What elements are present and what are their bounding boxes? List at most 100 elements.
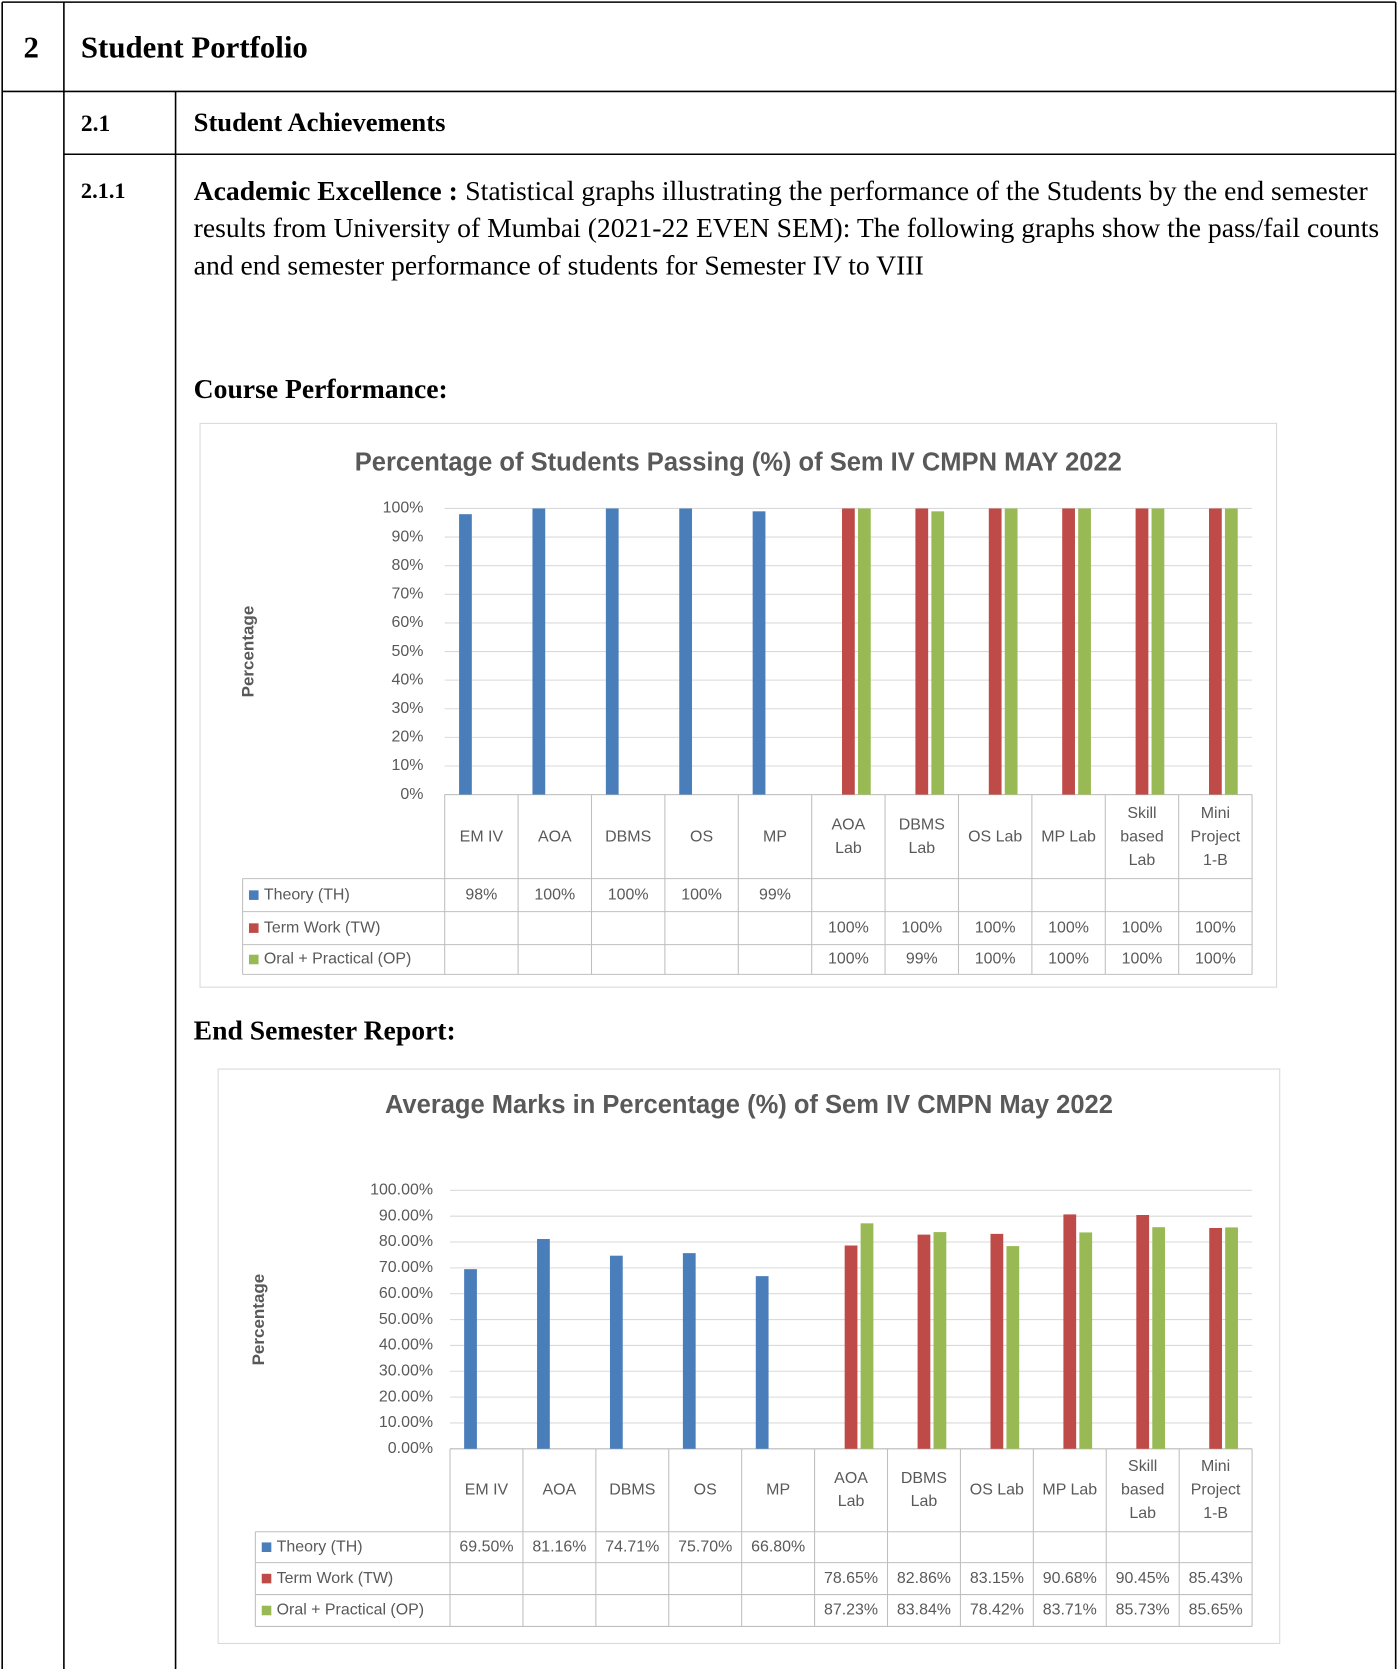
data-label: 78.65%: [824, 1570, 878, 1587]
data-label: 100%: [681, 886, 722, 903]
bar: [1006, 1246, 1020, 1449]
data-label: 98%: [465, 886, 497, 903]
bar: [915, 508, 929, 795]
chart-title: Average Marks in Percentage (%) of Sem I…: [385, 1091, 1113, 1119]
legend-label: Theory (TH): [277, 1538, 363, 1555]
heading: Course Performance:: [194, 373, 448, 404]
bar: [860, 1223, 874, 1449]
bar: [1136, 1215, 1150, 1449]
bar: [1079, 1232, 1093, 1449]
legend-label: Oral + Practical (OP): [277, 1602, 424, 1619]
category-label-box: MP: [766, 1480, 791, 1499]
bar: [537, 1239, 550, 1449]
y-tick-label: 40.00%: [379, 1337, 433, 1354]
category-label: MP Lab: [1042, 1480, 1098, 1499]
bar: [464, 1269, 477, 1449]
legend-swatch: [261, 1573, 272, 1584]
data-label: 100%: [975, 919, 1016, 936]
category-label: MP: [763, 827, 787, 846]
data-label: 74.71%: [605, 1538, 659, 1555]
category-label-box: EM IV: [460, 827, 503, 845]
data-label: 83.71%: [1043, 1602, 1097, 1619]
data-label: 85.43%: [1189, 1570, 1243, 1587]
category-label: OS Lab: [968, 827, 1023, 846]
category-label: AOA Lab: [831, 815, 866, 857]
data-label: 82.86%: [897, 1570, 951, 1587]
y-axis-title: Percentage: [238, 606, 257, 698]
data-label: 83.15%: [970, 1570, 1024, 1587]
bar: [755, 1276, 769, 1449]
data-label: 81.16%: [532, 1538, 586, 1555]
category-label-box: Mini Project 1-B: [1191, 1457, 1241, 1522]
y-tick-label: 90.00%: [379, 1207, 433, 1224]
bar: [682, 1253, 696, 1449]
category-label-box: EM IV: [464, 1480, 509, 1499]
subsection-number: 2.1: [81, 111, 110, 137]
bar: [459, 514, 472, 795]
category-label-box: OS: [694, 1481, 717, 1499]
data-label: 85.73%: [1116, 1602, 1170, 1619]
legend-label: Term Work (TW): [264, 919, 381, 936]
category-label-box: DBMS: [605, 827, 652, 846]
category-label-box: AOA: [537, 827, 572, 846]
data-label: 99%: [759, 886, 791, 903]
category-label: MP Lab: [1041, 827, 1096, 846]
bar: [857, 508, 871, 795]
legend-label: Term Work (TW): [277, 1570, 394, 1587]
data-label: 99%: [906, 951, 938, 968]
data-label: 85.65%: [1189, 1602, 1243, 1619]
y-tick-label: 60.00%: [379, 1285, 433, 1302]
data-label: 100%: [901, 919, 942, 936]
y-tick-label: 100%: [383, 500, 424, 517]
bar: [990, 1233, 1004, 1449]
bar: [933, 1232, 947, 1449]
category-label: DBMS Lab: [898, 815, 945, 857]
paragraph: Academic Excellence : Statistical graphs …: [194, 172, 1391, 284]
bar: [931, 511, 945, 795]
data-label: 100%: [975, 951, 1016, 968]
bar: [1062, 508, 1075, 795]
bar: [842, 508, 855, 795]
y-tick-label: 90%: [392, 528, 424, 545]
y-tick-label: 30.00%: [379, 1362, 433, 1379]
bar: [679, 508, 693, 795]
legend-swatch: [261, 1542, 272, 1552]
bar: [605, 508, 619, 795]
bar: [1208, 508, 1222, 795]
category-label-box: MP Lab: [1041, 827, 1096, 846]
y-tick-label: 10.00%: [379, 1414, 433, 1431]
data-label: 100%: [1122, 919, 1163, 936]
legend-swatch: [248, 890, 259, 900]
subsection-title: Student Achievements: [194, 107, 446, 137]
category-label-box: MP Lab: [1042, 1480, 1098, 1499]
data-label: 100%: [608, 886, 649, 903]
paragraph-box: Academic Excellence : Statistical graphs …: [194, 172, 1391, 284]
bar: [1209, 1227, 1223, 1449]
section-title: Student Portfolio: [81, 30, 308, 64]
category-label: AOA: [537, 827, 572, 846]
category-label: Skill based Lab: [1120, 1457, 1165, 1523]
category-label-box: AOA Lab: [831, 815, 866, 857]
legend-swatch: [248, 954, 259, 965]
bar: [1224, 508, 1238, 795]
category-label: MP: [766, 1480, 791, 1499]
y-tick-label: 30%: [392, 700, 424, 717]
category-label: DBMS: [605, 827, 652, 846]
category-label-box: AOA: [543, 1481, 577, 1499]
category-label-box: MP: [763, 827, 787, 846]
bar: [752, 511, 766, 795]
category-label-box: Mini Project 1-B: [1190, 803, 1241, 869]
category-label: EM IV: [464, 1480, 509, 1499]
y-tick-label: 10%: [392, 757, 424, 774]
y-axis-title: Percentage: [249, 1274, 268, 1366]
y-tick-label: 0.00%: [388, 1440, 433, 1457]
data-label: 100%: [1195, 951, 1236, 968]
legend-swatch: [261, 1605, 272, 1616]
category-label: Mini Project 1-B: [1190, 803, 1241, 869]
category-label-box: OS Lab: [970, 1481, 1024, 1499]
y-tick-label: 50%: [392, 643, 424, 660]
y-tick-label: 70%: [392, 586, 424, 603]
data-label: 100%: [534, 886, 575, 903]
category-label-box: DBMS: [609, 1481, 655, 1499]
category-label: Skill based Lab: [1120, 803, 1164, 869]
